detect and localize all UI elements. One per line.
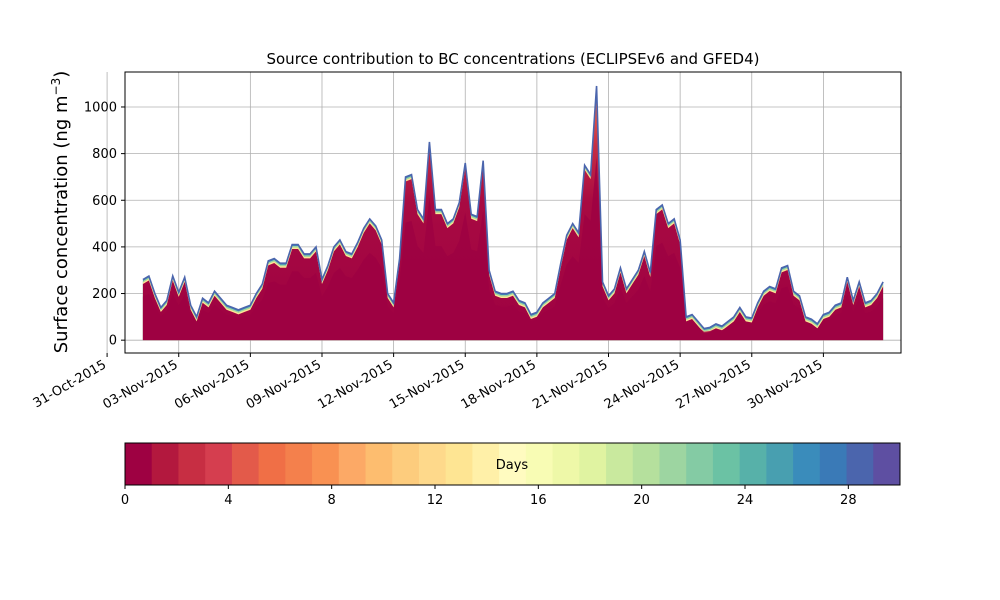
colorbar-tick-label: 20 [633, 493, 650, 508]
colorbar-segment [312, 443, 340, 485]
colorbar-segment [445, 443, 473, 485]
x-axis-ticks: 31-Oct-201503-Nov-201506-Nov-201509-Nov-… [31, 353, 825, 412]
colorbar-segment [205, 443, 233, 485]
colorbar-tick-label: 12 [427, 493, 444, 508]
x-tick-label: 03-Nov-2015 [100, 357, 180, 412]
colorbar-segment [285, 443, 313, 485]
area-series [142, 85, 884, 341]
colorbar-segment [365, 443, 393, 485]
colorbar-segment [552, 443, 580, 485]
y-tick-label: 800 [92, 147, 117, 162]
x-tick-label: 12-Nov-2015 [315, 357, 395, 412]
y-tick-label: 200 [92, 287, 117, 302]
plot-frame [124, 71, 902, 354]
area-fill-main [142, 90, 884, 341]
x-tick-label: 27-Nov-2015 [673, 357, 753, 412]
total-line [142, 85, 884, 330]
colorbar-label: Days [496, 458, 529, 473]
colorbar-segment [418, 443, 447, 485]
y-axis-ticks: 0 200 400 600 800 1000 [84, 100, 125, 349]
colorbar-segment [712, 443, 741, 485]
x-tick-label: 30-Nov-2015 [745, 357, 825, 412]
colorbar-segment [606, 443, 634, 485]
colorbar-segment [793, 443, 821, 485]
colorbar-segment [258, 443, 286, 485]
colorbar-segment [659, 443, 687, 485]
colorbar-segment [392, 443, 420, 485]
colorbar-segment [873, 443, 901, 485]
y-tick-label: 600 [92, 194, 117, 209]
y-axis-label: Surface concentration (ng m−3) [49, 71, 72, 354]
x-tick-label: 24-Nov-2015 [602, 357, 682, 412]
colorbar-segment [632, 443, 660, 485]
colorbar-segment [686, 443, 714, 485]
colorbar-segment [472, 443, 500, 485]
colorbar-segment [846, 443, 874, 485]
colorbar-segment [231, 443, 260, 485]
y-tick-label: 0 [109, 334, 117, 349]
colorbar-segment [579, 443, 607, 485]
colorbar-tick-label: 16 [530, 493, 547, 508]
colorbar-segment [819, 443, 848, 485]
y-tick-label: 1000 [84, 100, 117, 115]
y-axis-label-superscript: −3 [49, 78, 63, 96]
colorbar-segment [499, 443, 527, 485]
colorbar-tick-label: 8 [328, 493, 336, 508]
x-tick-label: 15-Nov-2015 [387, 357, 467, 412]
x-tick-label: 18-Nov-2015 [459, 357, 539, 412]
colorbar-segment [178, 443, 206, 485]
x-tick-label: 06-Nov-2015 [172, 357, 252, 412]
colorbar-segment [739, 443, 767, 485]
x-tick-label: 21-Nov-2015 [530, 357, 610, 412]
chart-title: Source contribution to BC concentrations… [266, 50, 759, 68]
colorbar-tick-label: 0 [121, 493, 129, 508]
colorbar-tick-label: 4 [224, 493, 232, 508]
colorbar-segment [525, 443, 554, 485]
x-tick-label: 31-Oct-2015 [31, 357, 109, 411]
y-tick-label: 400 [92, 240, 117, 255]
colorbar-segment [766, 443, 794, 485]
colorbar-segment [151, 443, 179, 485]
x-tick-label: 09-Nov-2015 [244, 357, 324, 412]
colorbar-frame [124, 442, 901, 486]
area-fill-core [142, 157, 884, 341]
colorbar-segment [338, 443, 367, 485]
colorbar-tick-label: 24 [737, 493, 754, 508]
colorbar-segment [125, 443, 153, 485]
colorbar: 0 4 8 12 16 20 24 28 [121, 442, 901, 508]
colorbar-tick-label: 28 [840, 493, 857, 508]
